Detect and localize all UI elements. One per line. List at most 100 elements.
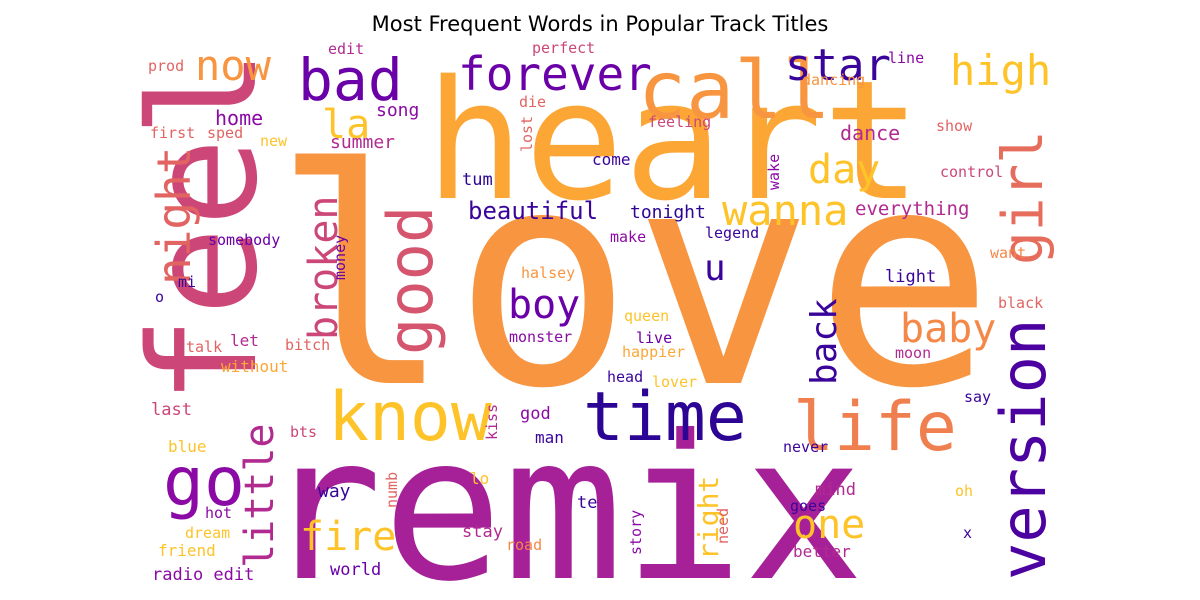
word-fire: fire — [300, 514, 396, 560]
word-happier: happier — [622, 343, 685, 361]
word-remix: remix — [262, 393, 864, 600]
word-come: come — [592, 150, 631, 169]
word-moon: moon — [895, 344, 931, 362]
word-black: black — [998, 294, 1043, 312]
word-right: right — [692, 476, 725, 560]
word-girl: girl — [991, 130, 1056, 265]
word-te: te — [577, 493, 597, 513]
word-never: never — [783, 438, 828, 456]
word-hot: hot — [205, 504, 232, 522]
word-forever: forever — [458, 47, 652, 101]
word-kiss: kiss — [483, 404, 501, 440]
word-good: good — [374, 206, 447, 355]
word-live: live — [636, 329, 672, 347]
word-lover: lover — [652, 373, 697, 391]
word-wake: wake — [765, 154, 783, 190]
word-stay: stay — [462, 522, 503, 542]
word-one: one — [793, 502, 865, 548]
word-mind: mind — [815, 480, 856, 500]
word-sped: sped — [207, 124, 243, 142]
word-night: night — [147, 147, 201, 285]
word-summer: summer — [330, 132, 395, 153]
word-line: line — [888, 49, 924, 67]
word-lo: lo — [470, 469, 489, 488]
word-baby: baby — [900, 306, 996, 352]
word-time: time — [583, 378, 747, 457]
word-way: way — [318, 481, 351, 502]
word-man: man — [535, 428, 564, 447]
word-numb: numb — [383, 472, 401, 508]
word-money: money — [331, 235, 349, 280]
word-die: die — [519, 93, 546, 111]
word-high: high — [950, 46, 1051, 95]
word-life: life — [793, 388, 957, 467]
word-star: star — [785, 40, 891, 91]
word-know: know — [328, 378, 492, 457]
word-little: little — [237, 424, 283, 569]
word-everything: everything — [855, 198, 969, 220]
word-beautiful: beautiful — [468, 197, 598, 225]
word-blue: blue — [168, 437, 207, 456]
word-last: last — [151, 400, 192, 420]
word-dancing: dancing — [802, 71, 865, 89]
word-prod: prod — [148, 57, 184, 75]
word-home: home — [215, 106, 263, 130]
word-version: version — [987, 319, 1060, 580]
word-o: o — [155, 288, 164, 306]
word-la: la — [322, 102, 370, 148]
word-make: make — [610, 228, 646, 246]
word-new: new — [260, 132, 288, 150]
word-mi: mi — [178, 273, 196, 291]
word-queen: queen — [624, 307, 669, 325]
word-need: need — [714, 508, 732, 544]
word-head: head — [607, 368, 643, 386]
word-dream: dream — [185, 524, 230, 542]
word-feel: feel — [118, 49, 290, 405]
word-god: god — [520, 404, 551, 424]
word-bitch: bitch — [285, 336, 330, 354]
word-broken: broken — [301, 196, 347, 341]
word-boy: boy — [508, 282, 580, 328]
word-x: x — [963, 524, 972, 542]
word-wanna: wanna — [722, 186, 848, 235]
word-heart: heart — [425, 45, 922, 237]
word-radio-edit: radio edit — [152, 565, 254, 585]
word-goes: goes — [790, 497, 826, 515]
word-want: want — [990, 244, 1026, 262]
word-halsey: halsey — [521, 264, 575, 282]
word-love: love — [272, 105, 994, 454]
word-dance: dance — [840, 121, 900, 145]
word-bts: bts — [290, 423, 317, 441]
word-story: story — [627, 510, 645, 555]
word-tum: tum — [462, 170, 493, 190]
chart-title: Most Frequent Words in Popular Track Tit… — [372, 12, 829, 36]
word-world: world — [330, 560, 381, 580]
word-oh: oh — [955, 482, 973, 500]
word-better: better — [793, 542, 851, 561]
word-back: back — [804, 298, 845, 385]
word-song: song — [376, 100, 419, 121]
word-tonight: tonight — [630, 202, 706, 223]
word-somebody: somebody — [208, 231, 280, 249]
word-let: let — [230, 331, 259, 350]
word-bad: bad — [298, 46, 403, 114]
word-legend: legend — [705, 224, 759, 242]
word-day: day — [808, 147, 880, 193]
word-monster: monster — [509, 328, 572, 346]
word-without: without — [221, 357, 288, 376]
word-call: call — [638, 44, 831, 137]
word-road: road — [506, 536, 542, 554]
word-go: go — [163, 443, 245, 522]
word-now: now — [195, 41, 272, 90]
word-talk: talk — [186, 338, 222, 356]
word-feeling: feeling — [648, 113, 711, 131]
word-perfect: perfect — [532, 39, 595, 57]
word-friend: friend — [158, 541, 216, 560]
word-edit: edit — [328, 40, 364, 58]
word-light: light — [885, 267, 936, 287]
word-say: say — [964, 388, 991, 406]
word-first: first — [150, 124, 195, 142]
word-u: u — [704, 248, 726, 289]
